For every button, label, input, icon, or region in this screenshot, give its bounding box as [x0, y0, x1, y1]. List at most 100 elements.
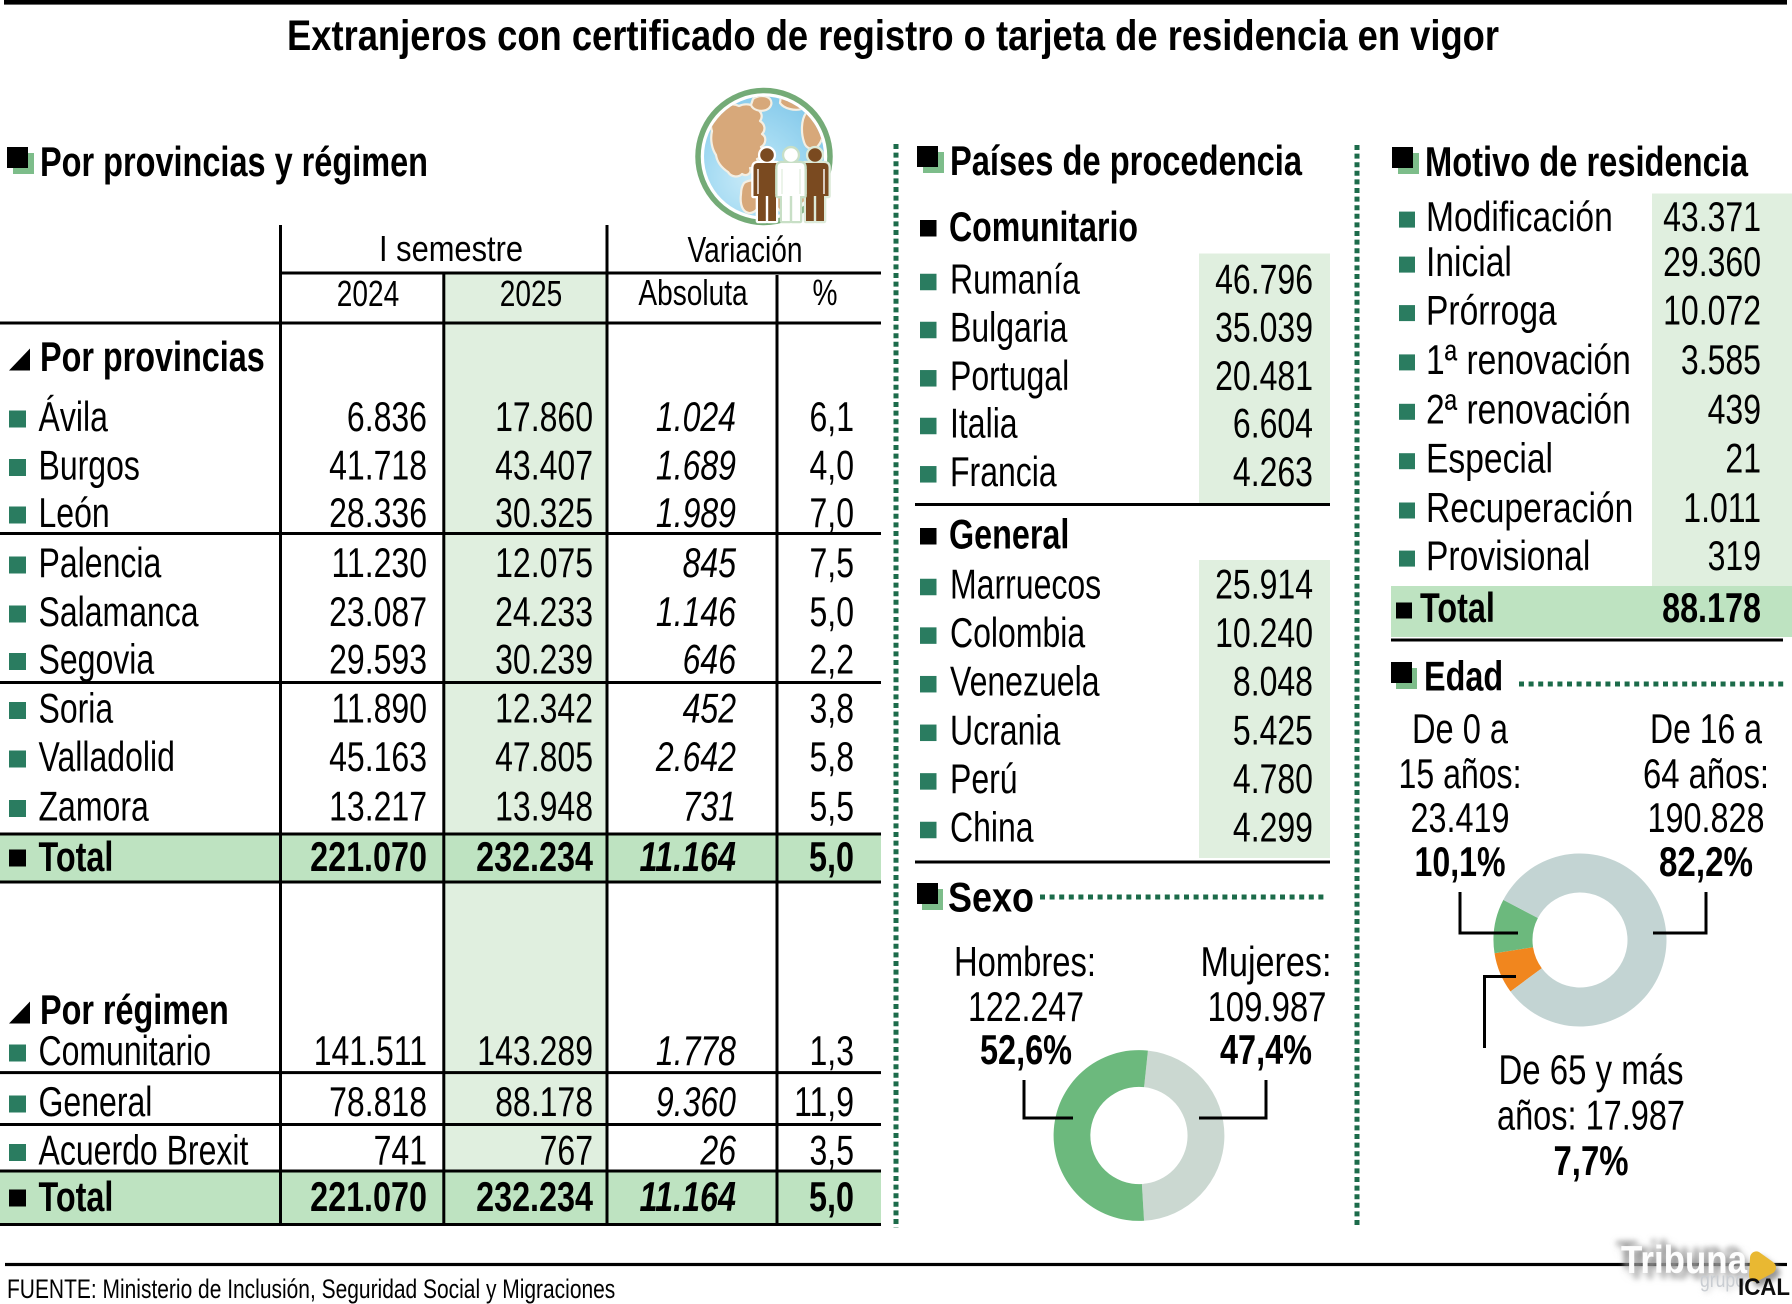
svg-text:Soria: Soria	[39, 685, 114, 732]
svg-text:731: 731	[683, 783, 736, 830]
svg-text:11.230: 11.230	[332, 539, 428, 586]
svg-text:64 años:: 64 años:	[1643, 750, 1769, 797]
svg-text:Por régimen: Por régimen	[40, 986, 229, 1033]
svg-text:Perú: Perú	[950, 755, 1018, 802]
svg-text:82,2%: 82,2%	[1659, 838, 1753, 885]
svg-text:28.336: 28.336	[329, 489, 427, 536]
svg-text:Francia: Francia	[950, 448, 1057, 495]
svg-text:De 16 a: De 16 a	[1650, 705, 1762, 752]
svg-text:221.070: 221.070	[310, 833, 427, 880]
svg-text:1.778: 1.778	[656, 1027, 737, 1074]
svg-text:5,0: 5,0	[810, 588, 855, 635]
svg-text:1.689: 1.689	[656, 442, 736, 489]
svg-text:1,3: 1,3	[810, 1027, 855, 1074]
svg-text:4.299: 4.299	[1233, 804, 1313, 851]
svg-text:Valladolid: Valladolid	[39, 733, 175, 780]
svg-text:Total: Total	[39, 1173, 114, 1220]
svg-text:2,2: 2,2	[810, 636, 855, 683]
svg-text:Prórroga: Prórroga	[1426, 287, 1557, 334]
svg-text:141.511: 141.511	[314, 1027, 427, 1074]
svg-text:Comunitario: Comunitario	[949, 203, 1138, 250]
svg-text:10.240: 10.240	[1215, 609, 1313, 656]
svg-text:143.289: 143.289	[477, 1027, 593, 1074]
svg-text:52,6%: 52,6%	[980, 1026, 1072, 1073]
svg-text:221.070: 221.070	[310, 1173, 427, 1220]
svg-text:646: 646	[683, 636, 737, 683]
svg-text:35.039: 35.039	[1215, 304, 1313, 351]
svg-text:25.914: 25.914	[1215, 561, 1313, 608]
svg-text:7,0: 7,0	[810, 489, 855, 536]
svg-text:De 0 a: De 0 a	[1412, 705, 1508, 752]
svg-text:190.828: 190.828	[1648, 794, 1765, 841]
svg-text:3,5: 3,5	[810, 1127, 855, 1174]
svg-text:12.342: 12.342	[495, 685, 593, 732]
svg-text:grupo: grupo	[1702, 1271, 1747, 1294]
svg-text:Zamora: Zamora	[39, 783, 150, 830]
svg-text:88.178: 88.178	[1662, 584, 1761, 631]
svg-text:1.011: 1.011	[1683, 484, 1761, 531]
svg-text:De 65 y más: De 65 y más	[1499, 1046, 1684, 1093]
svg-text:Mujeres:: Mujeres:	[1201, 938, 1332, 985]
svg-text:767: 767	[540, 1127, 593, 1174]
svg-text:741: 741	[374, 1127, 427, 1174]
svg-text:232.234: 232.234	[476, 1173, 593, 1220]
svg-text:21: 21	[1725, 435, 1761, 482]
svg-text:1ª renovación: 1ª renovación	[1426, 336, 1631, 383]
svg-text:2024: 2024	[337, 273, 399, 314]
svg-text:23.087: 23.087	[329, 588, 427, 635]
svg-text:5,8: 5,8	[810, 733, 855, 780]
svg-text:Especial: Especial	[1426, 435, 1553, 482]
svg-text:I semestre: I semestre	[379, 228, 523, 269]
svg-text:11.164: 11.164	[640, 833, 737, 880]
svg-text:15 años:: 15 años:	[1399, 750, 1522, 797]
svg-text:Por provincias y régimen: Por provincias y régimen	[40, 138, 428, 185]
svg-text:23.419: 23.419	[1411, 794, 1510, 841]
svg-text:11.890: 11.890	[332, 685, 428, 732]
svg-text:Ucrania: Ucrania	[950, 706, 1061, 753]
svg-text:Motivo de residencia: Motivo de residencia	[1425, 138, 1748, 185]
svg-text:4.263: 4.263	[1233, 448, 1313, 495]
svg-text:43.407: 43.407	[495, 442, 593, 489]
svg-text:11,9: 11,9	[794, 1078, 854, 1125]
svg-text:78.818: 78.818	[329, 1078, 427, 1125]
svg-text:Inicial: Inicial	[1426, 238, 1512, 285]
svg-text:Ávila: Ávila	[39, 393, 109, 440]
svg-text:12.075: 12.075	[495, 539, 593, 586]
svg-text:Total: Total	[1420, 584, 1495, 631]
svg-text:Comunitario: Comunitario	[39, 1027, 212, 1074]
svg-text:Variación: Variación	[688, 229, 803, 270]
svg-text:Absoluta: Absoluta	[638, 272, 748, 313]
svg-text:General: General	[949, 511, 1069, 558]
svg-text:4,0: 4,0	[810, 442, 855, 489]
svg-text:88.178: 88.178	[495, 1078, 593, 1125]
svg-text:13.217: 13.217	[329, 783, 427, 830]
svg-text:General: General	[39, 1078, 153, 1125]
svg-text:29.593: 29.593	[329, 636, 427, 683]
svg-text:845: 845	[683, 539, 737, 586]
svg-text:20.481: 20.481	[1215, 352, 1313, 399]
svg-text:6.604: 6.604	[1233, 400, 1313, 447]
svg-text:Acuerdo Brexit: Acuerdo Brexit	[39, 1127, 249, 1174]
svg-text:Hombres:: Hombres:	[954, 938, 1096, 985]
svg-text:Sexo: Sexo	[948, 874, 1034, 921]
svg-text:439: 439	[1708, 385, 1761, 432]
svg-text:1.989: 1.989	[656, 489, 736, 536]
svg-text:47,4%: 47,4%	[1220, 1026, 1312, 1073]
svg-text:Total: Total	[39, 833, 114, 880]
svg-text:años: 17.987: años: 17.987	[1497, 1092, 1685, 1139]
svg-text:17.860: 17.860	[495, 393, 593, 440]
svg-text:Rumanía: Rumanía	[950, 256, 1080, 303]
svg-text:Modificación: Modificación	[1426, 193, 1613, 240]
svg-text:122.247: 122.247	[968, 983, 1084, 1030]
svg-text:Tribuna: Tribuna	[1621, 1239, 1747, 1282]
svg-text:46.796: 46.796	[1215, 256, 1313, 303]
svg-text:26: 26	[700, 1127, 737, 1174]
svg-text:Marruecos: Marruecos	[950, 561, 1101, 608]
svg-text:3,8: 3,8	[810, 685, 855, 732]
svg-text:4.780: 4.780	[1233, 755, 1313, 802]
svg-text:5.425: 5.425	[1233, 706, 1313, 753]
svg-text:10,1%: 10,1%	[1415, 838, 1506, 885]
svg-text:Salamanca: Salamanca	[39, 588, 200, 635]
svg-text:5,5: 5,5	[810, 783, 855, 830]
svg-text:11.164: 11.164	[640, 1173, 737, 1220]
